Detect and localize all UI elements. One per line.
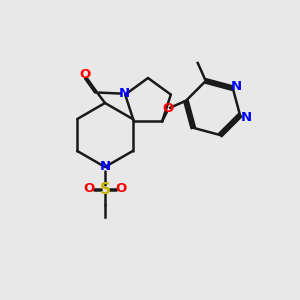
Text: N: N	[231, 80, 242, 93]
Text: N: N	[118, 87, 130, 100]
Text: S: S	[100, 182, 110, 196]
Text: N: N	[99, 160, 111, 173]
Text: O: O	[83, 182, 94, 196]
Text: O: O	[162, 102, 174, 115]
Text: N: N	[241, 111, 252, 124]
Text: O: O	[80, 68, 91, 81]
Text: O: O	[116, 182, 127, 196]
